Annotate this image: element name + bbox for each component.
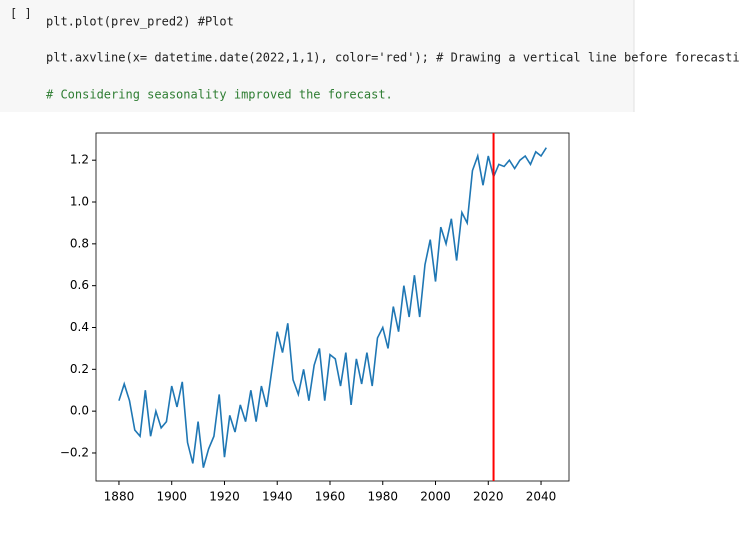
y-tick-label: −0.2 <box>60 445 89 459</box>
y-tick-label: 1.2 <box>70 153 89 167</box>
code-line: plt.plot(prev_pred2) #Plot <box>46 15 234 29</box>
cell-prompt[interactable]: [ ] <box>10 7 32 21</box>
code-comment: # Considering seasonality improved the f… <box>46 88 393 102</box>
x-tick-label: 2020 <box>473 490 504 504</box>
x-tick-label: 1920 <box>209 490 240 504</box>
x-tick-label: 1980 <box>367 490 398 504</box>
x-tick-label: 1900 <box>156 490 187 504</box>
y-tick-label: 0.8 <box>70 236 89 250</box>
y-tick-label: 0.6 <box>70 278 89 292</box>
y-tick-label: 0.2 <box>70 362 89 376</box>
code-line: plt.axvline(x= datetime.date(2022,1,1), … <box>46 51 740 65</box>
x-tick-label: 1960 <box>315 490 346 504</box>
y-tick-label: 0.4 <box>70 320 89 334</box>
y-tick-label: 0.0 <box>70 404 89 418</box>
plot-frame <box>95 132 570 482</box>
code-cell[interactable] <box>0 0 634 112</box>
x-tick-label: 2040 <box>526 490 557 504</box>
x-tick-label: 1940 <box>262 490 293 504</box>
x-tick-label: 1880 <box>104 490 135 504</box>
x-tick-label: 2000 <box>420 490 451 504</box>
y-tick-label: 1.0 <box>70 195 89 209</box>
data-line <box>118 147 547 468</box>
